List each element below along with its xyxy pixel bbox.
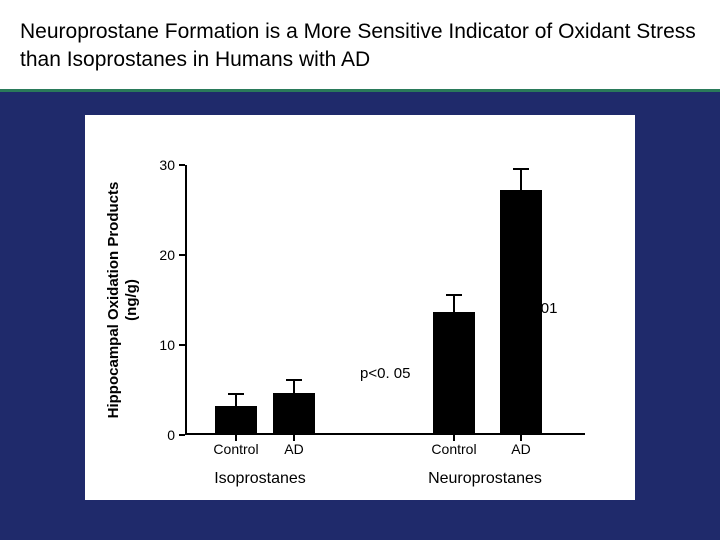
y-tick-label: 20 xyxy=(145,247,175,263)
error-cap xyxy=(446,294,462,296)
bar xyxy=(433,312,475,434)
error-cap xyxy=(513,168,529,170)
x-tick xyxy=(235,435,237,441)
y-tick-label: 30 xyxy=(145,157,175,173)
error-cap xyxy=(286,379,302,381)
bar xyxy=(273,393,315,434)
y-tick xyxy=(179,434,185,436)
y-axis-title-line3: (ng/g) xyxy=(123,279,140,321)
y-axis-title-line1: Hippocampal Oxidation Products xyxy=(105,182,122,419)
error-bar xyxy=(235,393,237,407)
x-tick xyxy=(520,435,522,441)
y-axis xyxy=(185,165,187,435)
y-tick xyxy=(179,254,185,256)
error-bar xyxy=(520,168,522,191)
y-tick xyxy=(179,344,185,346)
x-category-label: Control xyxy=(431,441,476,457)
p-value-label: p<0. 01 xyxy=(507,300,557,317)
error-bar xyxy=(293,379,295,393)
p-value-label: p<0. 05 xyxy=(360,365,410,382)
group-label: Isoprostanes xyxy=(214,470,306,488)
x-category-label: AD xyxy=(511,441,530,457)
x-axis xyxy=(185,433,585,435)
x-tick xyxy=(453,435,455,441)
error-cap xyxy=(228,393,244,395)
title-bar: Neuroprostane Formation is a More Sensit… xyxy=(0,0,720,92)
plot-area: 0102030ControlADIsoprostanesp<0. 05Contr… xyxy=(185,165,585,435)
x-category-label: AD xyxy=(284,441,303,457)
x-category-label: Control xyxy=(213,441,258,457)
y-tick-label: 10 xyxy=(145,337,175,353)
y-tick xyxy=(179,164,185,166)
error-bar xyxy=(453,294,455,312)
bar xyxy=(215,406,257,433)
group-label: Neuroprostanes xyxy=(428,470,542,488)
chart-container: Hippocampal Oxidation Products (ng/g) 01… xyxy=(85,115,635,500)
x-tick xyxy=(293,435,295,441)
y-tick-label: 0 xyxy=(145,427,175,443)
page-title: Neuroprostane Formation is a More Sensit… xyxy=(20,18,700,75)
